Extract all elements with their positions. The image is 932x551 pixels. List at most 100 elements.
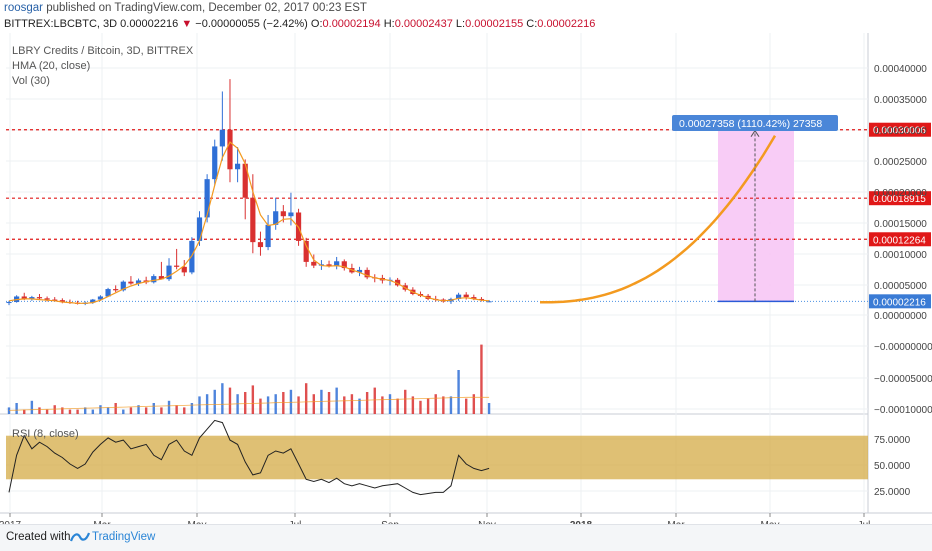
candle [36,294,43,300]
price-level-tag[interactable] [869,122,931,137]
volume-bar [183,407,186,414]
candle-body [196,217,203,241]
range-label-box[interactable] [672,115,838,131]
volume-bar [449,396,453,414]
volume-bar [190,403,194,414]
price-axis[interactable]: 0.00040000 0.00035000 0.00030000 0.00025000… [874,64,932,498]
horizontal-levels[interactable]: 0.00030006 0.00018915 0.00012264 0.00002216 [6,122,931,309]
projection-curve[interactable] [540,135,777,304]
volume-bar [213,389,216,414]
time-tick-label: Mar [93,520,111,524]
candle-body [273,211,279,225]
price-tick-label: −0.00005000 [874,374,932,385]
volume-bar [358,398,361,414]
candle [311,254,317,269]
close-label: C: [526,18,538,30]
volume-bar [76,409,79,414]
volume-bar [23,409,26,414]
last-price: 0.00002216 [120,18,179,30]
rsi-tick-label: 75.0000 [874,435,911,446]
candle-body [212,146,218,180]
price-level-tag[interactable] [869,191,931,206]
candle-body [90,299,96,303]
open-value: 0.00002194 [322,18,381,30]
last-price-tag [869,294,931,309]
volume-bar [457,370,460,414]
price-tick-label: 0.00025000 [874,157,927,168]
low-value: 0.00002155 [465,18,524,30]
candle-body [113,289,119,291]
candle-body [280,211,286,217]
time-tick-label: 2017 [0,520,22,524]
candle-body [486,301,492,303]
candle [212,139,218,186]
symbol-label: BITTREX:LBCBTC, 3D [4,18,118,30]
volume-bar [304,383,308,414]
price-tick-label: −0.00000000 [874,342,932,353]
last-price-label: 0.00002216 [873,297,926,308]
candle [242,159,248,220]
candle-body [21,296,27,299]
volume-bar [274,394,277,414]
candle-body [334,261,340,267]
candle-body [158,276,164,280]
time-axis[interactable]: 2017 Mar May Jul Sep Nov 2018 Mar May Jul [0,513,870,524]
price-tick-label: 0.00015000 [874,219,927,230]
volume-bar [228,387,232,414]
candle-body [326,264,332,267]
ohlc-line: BITTREX:LBCBTC, 3D 0.00002216 ▼ −0.00000… [4,18,595,30]
price-tick-label: 0.00040000 [874,64,927,75]
volume-bar [84,407,87,414]
projection-markers: 0.00027358 (1110.42%) 27358 [672,115,838,303]
candle [151,274,157,284]
candle-body [128,281,134,284]
candle [250,174,256,254]
price-tick-label: −0.00010000 [874,405,932,416]
volume-bar [15,403,18,414]
time-tick-label: May [761,520,780,524]
tradingview-link[interactable]: TradingView [92,531,156,543]
candle-body [463,294,469,298]
volume-bar [144,407,148,414]
tradingview-logo-icon[interactable] [70,530,90,544]
volume-bar [404,389,407,414]
candle-body [135,280,142,284]
price-level-label: 0.00030006 [873,126,926,137]
volume-bar [426,398,430,414]
open-label: O: [310,18,323,30]
volume-bar [320,389,323,414]
time-tick-label: Nov [478,520,496,524]
price-chart[interactable]: 0.00030006 0.00018915 0.00012264 0.00002216… [0,33,932,524]
price-tick-label: 0.00030000 [874,126,927,137]
volume-bar [266,396,270,414]
high-value: 0.00002437 [394,18,453,30]
volume-bar [45,409,49,414]
projection-range-box[interactable] [718,129,794,302]
candle-body [235,163,241,170]
candle-body [311,261,317,266]
candle [265,214,271,251]
low-label: L: [455,18,466,30]
volume-bar [91,409,95,414]
candle [166,258,172,282]
volume-bar [419,400,422,414]
rsi-legend: RSI (8, close) [12,428,79,440]
candle-body [250,197,256,243]
candle [6,300,12,306]
candle-body [219,129,225,147]
volume-bar [167,400,171,414]
symbol-legend: LBRY Credits / Bitcoin, 3D, BITTREX [12,45,194,57]
candle [257,231,264,256]
volume-bar [327,392,331,414]
candle-body [181,266,187,273]
created-with-label: Created with [6,531,71,543]
price-level-tag[interactable] [869,232,931,247]
volume-bar [442,396,445,414]
publish-info: published on TradingView.com, December 0… [46,2,367,14]
volume-bar [388,394,392,414]
publish-line: roosgar published on TradingView.com, De… [4,2,367,14]
volume-bar [7,407,11,414]
author-link[interactable]: roosgar [4,2,43,14]
volume-bar [122,409,125,414]
close-value: 0.00002216 [537,18,596,30]
